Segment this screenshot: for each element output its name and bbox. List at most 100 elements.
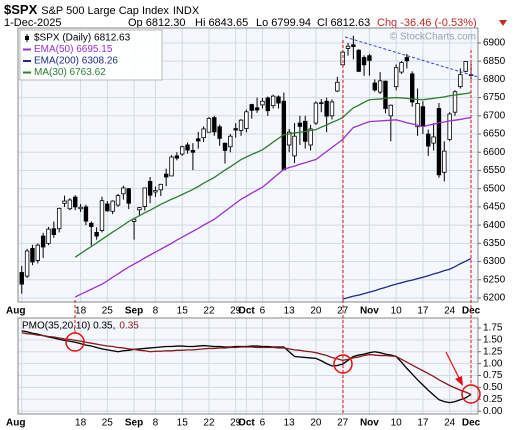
candle-body xyxy=(110,200,115,212)
x-tick-label: 10 xyxy=(391,418,403,429)
candle-body xyxy=(372,82,377,91)
candle-body xyxy=(206,117,212,133)
candle-body xyxy=(393,67,399,88)
y-tick-label: 0.25 xyxy=(483,394,503,405)
y-tick-label: 6900 xyxy=(483,38,506,49)
candle-body xyxy=(212,117,217,133)
y-tick-label: 1.25 xyxy=(483,346,503,357)
candle-body xyxy=(153,190,158,193)
y-tick-label: 0.75 xyxy=(483,370,503,381)
candle-body xyxy=(367,55,372,61)
candle-body xyxy=(67,199,73,210)
x-tick-label: 20 xyxy=(310,306,322,317)
candle-body xyxy=(238,119,244,131)
candle-body xyxy=(142,187,147,207)
plot-border xyxy=(17,317,479,415)
candle-body xyxy=(415,103,420,128)
y-tick-label: 1.75 xyxy=(483,323,503,334)
x-tick-label: 6 xyxy=(260,306,266,317)
y-tick-label: 6850 xyxy=(483,56,506,67)
x-tick-label: Oct xyxy=(238,306,255,317)
candle-body xyxy=(190,150,196,153)
candle-body xyxy=(62,200,67,204)
legend-label: EMA(50) 6695.15 xyxy=(34,44,113,55)
candle-body xyxy=(24,250,30,277)
candle-body xyxy=(169,156,174,177)
x-tick-label: Sep xyxy=(125,306,143,317)
candle-body xyxy=(335,81,340,92)
symbol: $SPX xyxy=(4,2,38,17)
x-tick-label: 20 xyxy=(310,418,322,429)
candle-body xyxy=(217,126,222,139)
x-tick-label: 15 xyxy=(177,418,189,429)
x-tick-label: 22 xyxy=(203,306,215,317)
candle-body xyxy=(196,138,201,142)
x-tick-label: 24 xyxy=(444,418,456,429)
y-tick-label: 0.50 xyxy=(483,382,503,393)
line-series xyxy=(74,91,472,258)
legend-label: $SPX (Daily) 6812.63 xyxy=(34,33,131,44)
x-tick-label: 17 xyxy=(417,306,429,317)
plot-area xyxy=(18,318,478,414)
x-tick-label: 8 xyxy=(153,306,159,317)
candle-body xyxy=(105,203,110,212)
x-tick-label: 10 xyxy=(391,306,403,317)
y-tick-label: 6300 xyxy=(483,256,506,267)
y-tick-label: 6750 xyxy=(483,92,506,103)
crossover-circle xyxy=(333,354,353,374)
y-tick-label: 6600 xyxy=(483,147,506,158)
x-tick-label: 18 xyxy=(75,306,87,317)
x-tick-label: 18 xyxy=(75,418,87,429)
candle-body xyxy=(89,222,94,227)
candle-body xyxy=(361,57,367,66)
candle-body xyxy=(431,136,436,144)
candle-body xyxy=(404,57,410,62)
candle-body xyxy=(174,155,180,159)
candle-body xyxy=(324,100,329,117)
candle-body xyxy=(185,144,190,151)
line-series xyxy=(342,257,472,300)
x-tick-label: 29 xyxy=(230,306,242,317)
candle-body xyxy=(319,102,324,104)
candle-body xyxy=(254,107,260,111)
candle-body xyxy=(270,95,276,107)
legend-swatch xyxy=(25,36,29,40)
watermark: © StockCharts.com xyxy=(390,32,476,43)
candle-body xyxy=(51,228,57,235)
y-tick-label: 6550 xyxy=(483,165,506,176)
candle-body xyxy=(463,61,468,72)
y-tick-label: 1.00 xyxy=(483,358,503,369)
x-tick-label: 27 xyxy=(337,418,349,429)
candle-body xyxy=(163,173,169,178)
x-tick-label: Aug xyxy=(6,418,25,429)
y-tick-label: 6450 xyxy=(483,202,506,213)
crossover-circle xyxy=(65,332,85,352)
candle-body xyxy=(436,108,442,176)
date: 1-Dec-2025 xyxy=(4,17,61,29)
trendline xyxy=(344,36,479,78)
candle-body xyxy=(30,248,35,263)
change-text: Chg -36.46 (-0.53%) xyxy=(377,17,477,29)
candle-body xyxy=(115,195,121,206)
candle-body xyxy=(420,106,426,127)
x-tick-label: 15 xyxy=(177,306,189,317)
line-series xyxy=(74,116,472,298)
x-tick-label: 13 xyxy=(284,418,296,429)
candle-body xyxy=(249,104,254,111)
candle-body xyxy=(137,207,142,211)
candle-body xyxy=(286,131,292,146)
legend-label: PMO(35,20,10) 0.35, xyxy=(22,321,115,332)
y-tick-label: 6250 xyxy=(483,274,506,285)
candle-body xyxy=(233,128,238,131)
arrow-head xyxy=(455,376,463,386)
candle-body xyxy=(201,128,206,139)
candle-body xyxy=(40,235,46,248)
low-text: Lo 6799.94 xyxy=(256,17,311,29)
x-tick-label: Sep xyxy=(125,418,143,429)
candle-body xyxy=(78,206,83,210)
candle-body xyxy=(351,44,356,47)
candle-body xyxy=(46,228,51,244)
arrow xyxy=(445,351,461,381)
